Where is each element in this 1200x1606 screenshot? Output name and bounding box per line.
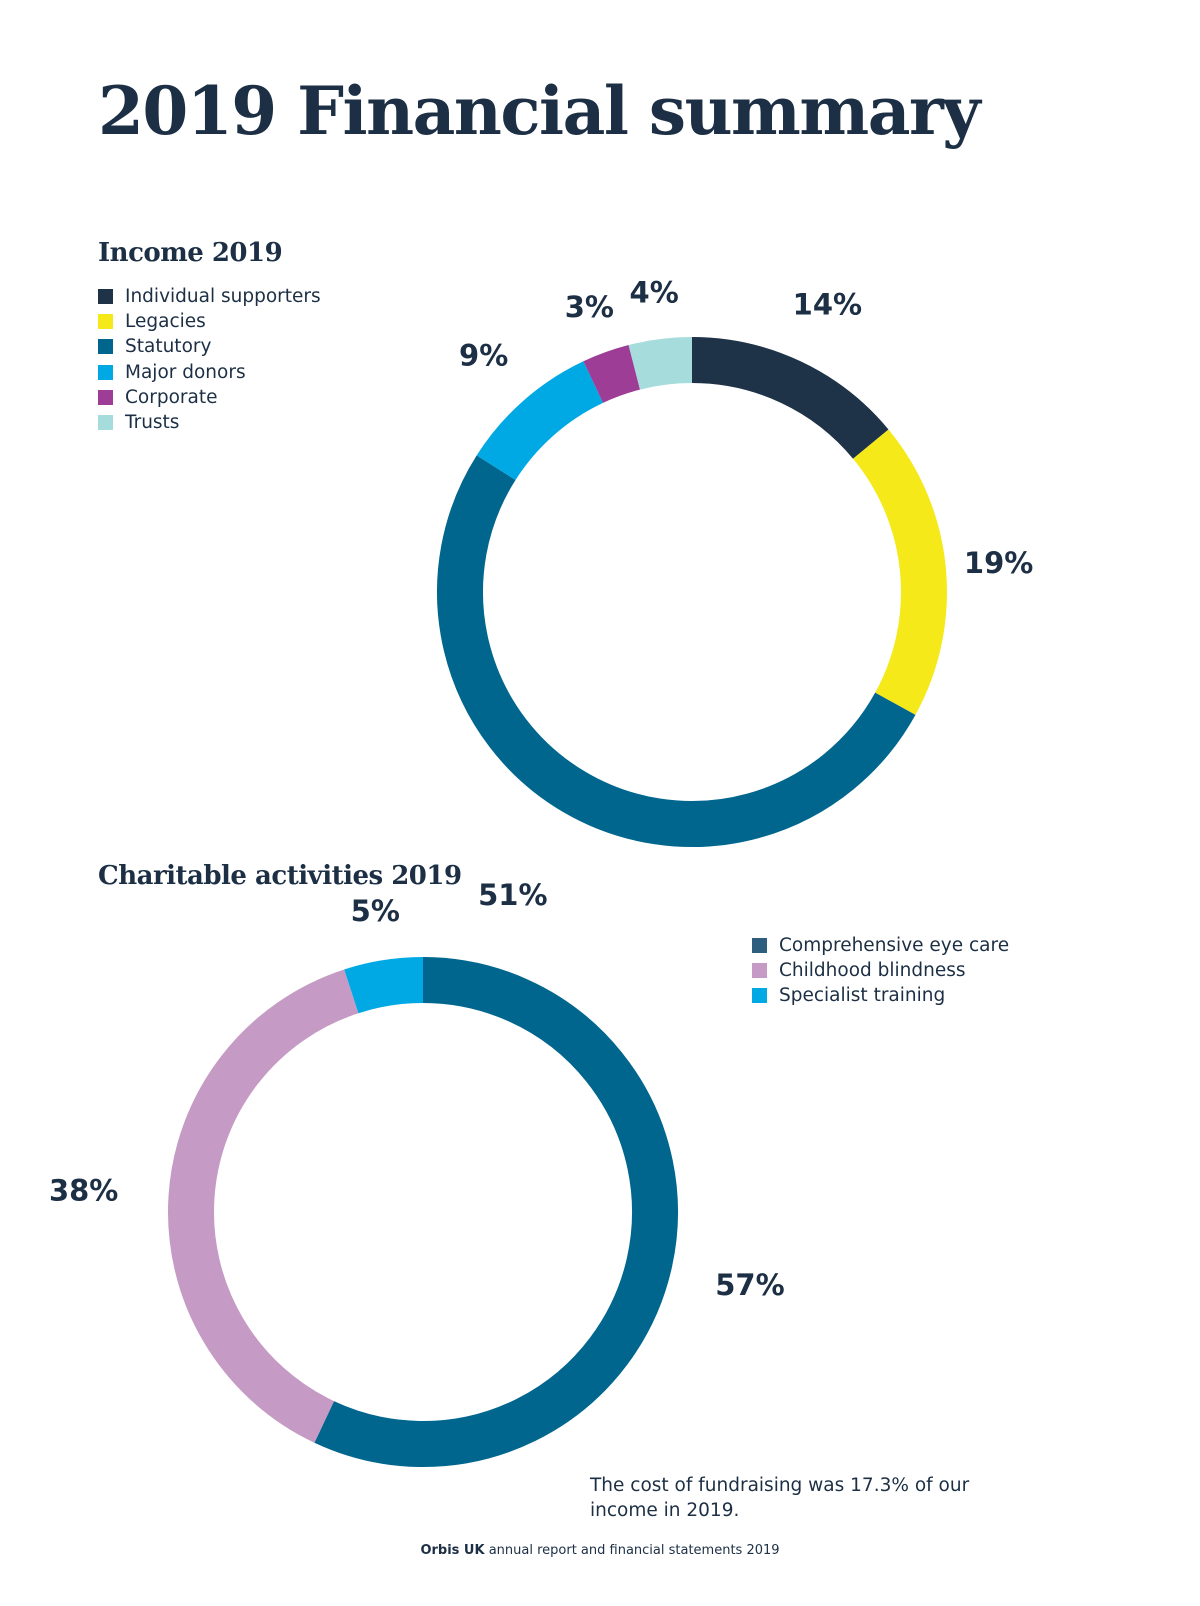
page-footer: Orbis UK annual report and financial sta… [0, 1543, 1200, 1558]
income-legend-item-individual-supporters: Individual supporters [98, 284, 321, 309]
income-label-individual-supporters: 14% [793, 287, 862, 321]
charitable-activities-label-specialist-training: 5% [351, 894, 400, 928]
page-title: 2019 Financial summary [98, 72, 981, 150]
income-legend: Individual supporters Legacies Statutory Ma… [98, 284, 321, 435]
income-legend-item-major-donors: Major donors [98, 360, 321, 385]
income-slice-individual-supporters [691, 337, 889, 460]
legend-label-trusts: Trusts [125, 412, 180, 434]
income-slice-legacies [852, 429, 947, 715]
legend-label-comprehensive-eye-care: Comprehensive eye care [779, 935, 1010, 957]
charitable-activities-legend-item-comprehensive-eye-care: Comprehensive eye care [752, 933, 1009, 958]
income-label-statutory: 51% [478, 878, 547, 912]
legend-swatch-comprehensive-eye-care [752, 938, 767, 954]
charitable-activities-label-comprehensive-eye-care: 57% [715, 1268, 784, 1302]
legend-swatch-corporate [98, 389, 113, 405]
fundraising-cost-note: The cost of fundraising was 17.3% of our… [590, 1475, 970, 1521]
charitable-activities-slice-comprehensive-eye-care [314, 957, 678, 1467]
income-label-major-donors: 9% [459, 339, 508, 373]
income-legend-item-statutory: Statutory [98, 334, 321, 359]
charitable-activities-slice-childhood-blindness [168, 969, 359, 1443]
legend-swatch-childhood-blindness [752, 963, 767, 979]
footer-text: annual report and financial statements 2… [484, 1543, 780, 1558]
income-slice-statutory [437, 455, 916, 847]
charitable-activities-legend: Comprehensive eye care Childhood blindnes… [752, 933, 1009, 1009]
legend-label-statutory: Statutory [125, 336, 212, 358]
income-chart-title: Income 2019 [98, 238, 283, 268]
legend-swatch-trusts [98, 415, 113, 431]
income-label-legacies: 19% [964, 546, 1033, 580]
charitable-activities-legend-item-specialist-training: Specialist training [752, 983, 1009, 1008]
legend-swatch-legacies [98, 314, 113, 330]
income-slice-major-donors [476, 361, 604, 481]
charitable-activities-legend-item-childhood-blindness: Childhood blindness [752, 958, 1009, 983]
charitable-activities-label-childhood-blindness: 38% [49, 1174, 118, 1208]
legend-label-individual-supporters: Individual supporters [125, 286, 321, 308]
legend-label-legacies: Legacies [125, 311, 206, 333]
legend-swatch-individual-supporters [98, 289, 113, 305]
income-legend-item-corporate: Corporate [98, 385, 321, 410]
income-label-trusts: 4% [630, 275, 679, 309]
income-legend-item-legacies: Legacies [98, 309, 321, 334]
legend-label-major-donors: Major donors [125, 361, 246, 383]
income-slice-trusts [628, 337, 693, 390]
income-legend-item-trusts: Trusts [98, 410, 321, 435]
charitable-activities-chart-title: Charitable activities 2019 [98, 861, 462, 891]
income-slice-corporate [583, 345, 641, 404]
legend-label-corporate: Corporate [125, 386, 218, 408]
legend-swatch-major-donors [98, 364, 113, 380]
legend-swatch-statutory [98, 339, 113, 355]
footer-brand: Orbis UK [420, 1543, 485, 1558]
legend-label-specialist-training: Specialist training [779, 985, 946, 1007]
legend-swatch-specialist-training [752, 988, 767, 1004]
legend-label-childhood-blindness: Childhood blindness [779, 960, 966, 982]
income-label-corporate: 3% [565, 290, 614, 324]
charitable-activities-slice-specialist-training [344, 957, 424, 1014]
